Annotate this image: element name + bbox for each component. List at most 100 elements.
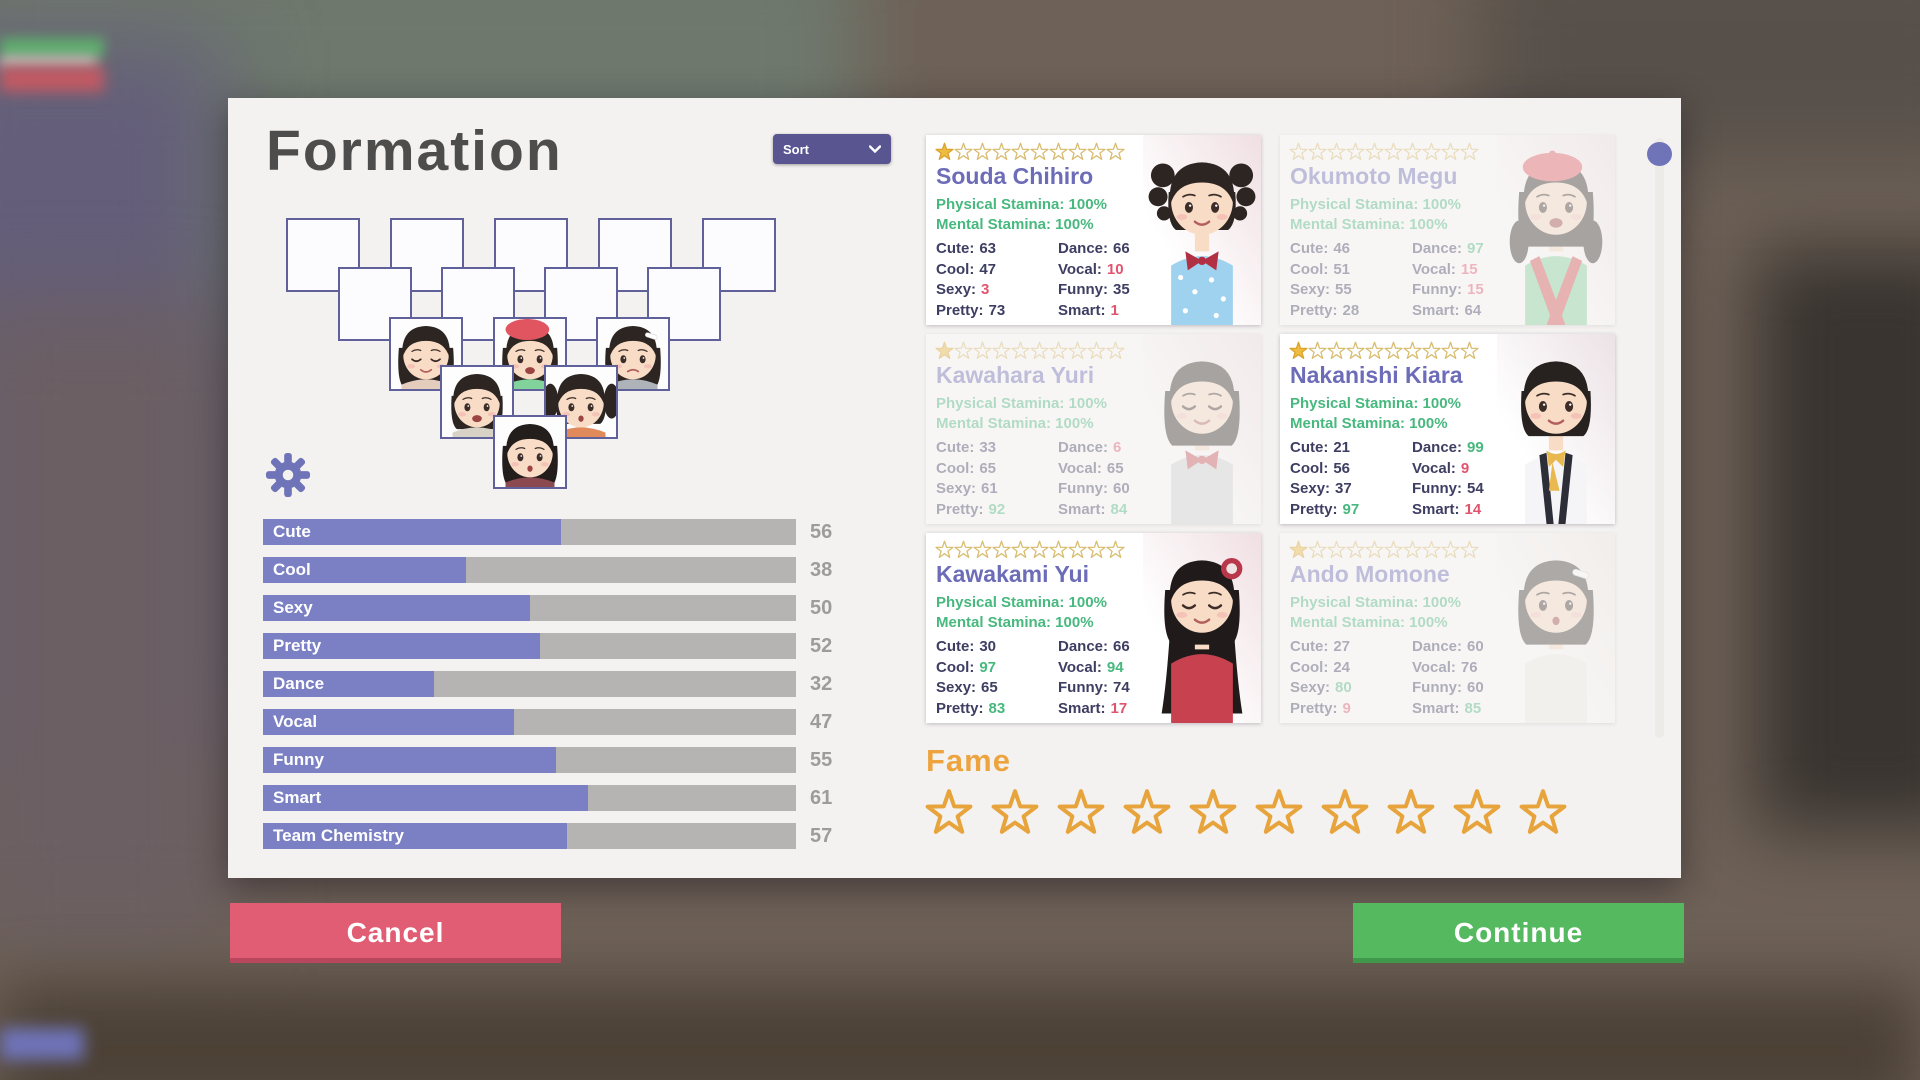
member-stat: Cute: 46 (1290, 240, 1351, 257)
member-stat: Funny: 60 (1412, 679, 1484, 696)
mental-stamina: Mental Stamina: 100% (936, 216, 1094, 233)
stat-bar-track: Pretty (263, 633, 796, 659)
member-stat: Dance: 97 (1412, 240, 1484, 257)
team-stat-row: Cute 56 (263, 519, 850, 545)
member-stat: Cute: 30 (936, 638, 997, 655)
girl-white-hairclip-icon (598, 319, 668, 389)
physical-stamina: Physical Stamina: 100% (1290, 395, 1461, 412)
formation-slot-filled[interactable] (544, 365, 618, 439)
physical-stamina: Physical Stamina: 100% (936, 395, 1107, 412)
member-stat: Funny: 15 (1412, 281, 1484, 298)
scrollbar-thumb[interactable] (1647, 142, 1672, 166)
formation-slot-filled[interactable] (493, 415, 567, 489)
member-stat: Dance: 99 (1412, 439, 1484, 456)
physical-stamina: Physical Stamina: 100% (1290, 594, 1461, 611)
stat-label: Smart (273, 788, 322, 807)
mental-stamina: Mental Stamina: 100% (936, 614, 1094, 631)
member-stat: Smart: 1 (1058, 301, 1119, 319)
physical-stamina: Physical Stamina: 100% (936, 196, 1107, 213)
member-stat: Vocal: 15 (1412, 260, 1478, 278)
mental-stamina: Mental Stamina: 100% (1290, 415, 1448, 432)
background-blur (0, 66, 104, 92)
stat-bar-track: Team Chemistry (263, 823, 796, 849)
member-star-rating (935, 341, 1125, 360)
mental-stamina: Mental Stamina: 100% (1290, 216, 1448, 233)
member-star-rating (935, 540, 1125, 559)
team-stat-row: Vocal 47 (263, 709, 850, 735)
team-stat-row: Smart 61 (263, 785, 850, 811)
stat-value: 57 (810, 824, 833, 847)
stat-value: 32 (810, 672, 833, 695)
background-blur (0, 300, 230, 940)
physical-stamina: Physical Stamina: 100% (936, 594, 1107, 611)
stat-bar-fill: Cool (263, 557, 466, 583)
fame-label: Fame (926, 743, 1011, 778)
background-blur (0, 57, 96, 67)
member-card[interactable]: Ando Momone Physical Stamina: 100% Mental … (1280, 533, 1615, 723)
sort-dropdown[interactable]: Sort (773, 134, 891, 164)
member-name: Okumoto Megu (1290, 163, 1458, 189)
girl-short-hair-open-mouth-icon (442, 367, 512, 437)
member-stat: Vocal: 76 (1412, 658, 1478, 676)
stat-label: Cute (273, 522, 311, 541)
background-blur (0, 985, 1920, 1080)
member-stat: Pretty: 83 (936, 699, 1006, 717)
member-stats: Cute: 46 Dance: 97 Cool: 51 Vocal: 15 Sexy: 55 Fun… (1290, 240, 1512, 322)
formation-slot-filled[interactable] (440, 365, 514, 439)
stat-bar-track: Funny (263, 747, 796, 773)
member-stat: Cute: 21 (1290, 439, 1351, 456)
member-card[interactable]: Kawahara Yuri Physical Stamina: 100% Menta… (926, 334, 1261, 524)
member-stat: Funny: 74 (1058, 679, 1130, 696)
member-stat: Sexy: 65 (936, 679, 998, 696)
member-stat: Funny: 54 (1412, 480, 1484, 497)
scrollbar-track[interactable] (1655, 138, 1664, 738)
stat-bar-fill: Pretty (263, 633, 541, 659)
sort-label: Sort (783, 141, 809, 157)
formation-slot-empty[interactable] (702, 218, 776, 292)
member-star-rating (1289, 142, 1479, 161)
member-star-rating (1289, 540, 1479, 559)
team-stat-row: Dance 32 (263, 671, 850, 697)
settings-gear-button[interactable] (265, 452, 311, 498)
background-blur (1755, 250, 1920, 830)
chevron-down-icon (869, 145, 881, 153)
member-portrait (1497, 533, 1615, 723)
member-portrait (1143, 334, 1261, 524)
member-stat: Cool: 97 (936, 658, 997, 676)
cancel-button[interactable]: Cancel (230, 903, 561, 963)
member-name: Kawakami Yui (936, 561, 1089, 587)
page-title: Formation (266, 119, 563, 183)
member-stat: Sexy: 3 (936, 281, 990, 298)
member-stat: Smart: 84 (1058, 500, 1128, 518)
member-portrait (1497, 334, 1615, 524)
team-stat-row: Team Chemistry 57 (263, 823, 850, 849)
member-stats: Cute: 27 Dance: 60 Cool: 24 Vocal: 76 Sexy: 80 Fun… (1290, 638, 1512, 720)
member-card[interactable]: Nakanishi Kiara Physical Stamina: 100% Men… (1280, 334, 1615, 524)
formation-slot-empty[interactable] (647, 267, 721, 341)
stat-bar-fill: Vocal (263, 709, 514, 735)
formation-slot-filled[interactable] (596, 317, 670, 391)
stat-bar-track: Dance (263, 671, 796, 697)
stat-bar-fill: Cute (263, 519, 562, 545)
stat-value: 52 (810, 634, 833, 657)
stat-label: Pretty (273, 636, 322, 655)
member-card[interactable]: Okumoto Megu Physical Stamina: 100% Mental… (1280, 135, 1615, 325)
member-card[interactable]: Kawakami Yui Physical Stamina: 100% Mental… (926, 533, 1261, 723)
stat-bar-track: Smart (263, 785, 796, 811)
member-card[interactable]: Souda Chihiro Physical Stamina: 100% Menta… (926, 135, 1261, 325)
mental-stamina: Mental Stamina: 100% (936, 415, 1094, 432)
stat-bar-fill: Smart (263, 785, 589, 811)
continue-button[interactable]: Continue (1353, 903, 1684, 963)
gear-icon (265, 452, 311, 501)
stat-label: Dance (273, 674, 325, 693)
stat-value: 38 (810, 558, 833, 581)
member-stat: Sexy: 61 (936, 480, 998, 497)
physical-stamina: Physical Stamina: 100% (1290, 196, 1461, 213)
stat-bar-fill: Funny (263, 747, 557, 773)
team-stats: Cute 56 Cool 38 Sexy 50 Pretty 52 Dance 32 Vocal 47… (263, 519, 850, 861)
stat-bar-track: Sexy (263, 595, 796, 621)
member-stats: Cute: 33 Dance: 6 Cool: 65 Vocal: 65 Sexy: 61 Funn… (936, 439, 1158, 521)
team-stat-row: Funny 55 (263, 747, 850, 773)
member-stat: Cool: 56 (1290, 459, 1351, 477)
